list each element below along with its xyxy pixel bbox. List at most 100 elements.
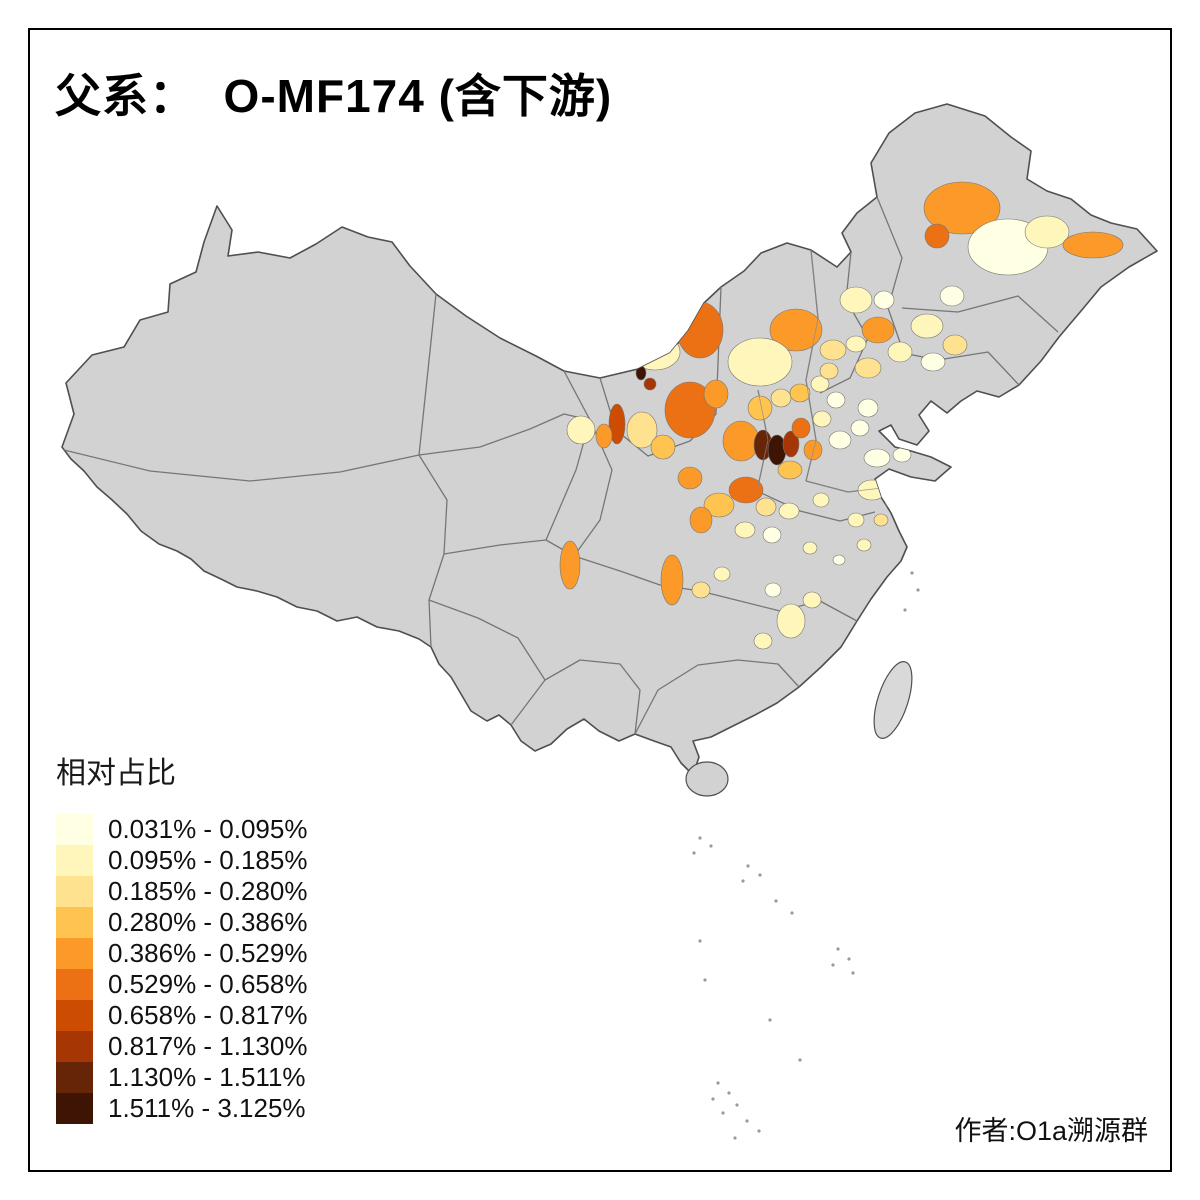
- legend-label: 0.386% - 0.529%: [108, 938, 308, 968]
- map-region: [728, 476, 764, 504]
- legend-label: 1.130% - 1.511%: [108, 1062, 306, 1092]
- legend-label: 1.511% - 3.125%: [108, 1093, 306, 1123]
- map-region: [703, 379, 729, 409]
- map-region: [832, 554, 846, 566]
- legend-swatch: [56, 1000, 93, 1031]
- map-region: [643, 377, 657, 391]
- legend-swatch: [56, 814, 93, 845]
- map-region: [727, 337, 793, 387]
- map-region: [722, 420, 760, 462]
- legend-swatch: [56, 845, 93, 876]
- map-region: [689, 506, 713, 534]
- map-region: [595, 423, 613, 449]
- legend-item: 0.280% - 0.386%: [56, 907, 307, 938]
- map-region: [559, 540, 581, 590]
- map-region: [861, 316, 895, 344]
- map-region: [753, 632, 773, 650]
- map-region: [850, 419, 870, 437]
- legend-item: 0.529% - 0.658%: [56, 969, 307, 1000]
- map-region: [734, 521, 756, 539]
- legend-swatch: [56, 1062, 93, 1093]
- legend-label: 0.529% - 0.658%: [108, 969, 308, 999]
- map-region: [924, 223, 950, 249]
- map-region: [608, 403, 626, 445]
- map-region: [664, 381, 716, 439]
- map-region: [819, 339, 847, 361]
- map-region: [1062, 231, 1124, 259]
- legend: 相对占比 0.031% - 0.095% 0.095% - 0.185% 0.185…: [56, 748, 307, 1124]
- map-region: [847, 512, 865, 528]
- legend-item: 0.185% - 0.280%: [56, 876, 307, 907]
- legend-item: 1.511% - 3.125%: [56, 1093, 307, 1124]
- south-china-sea-islets: [692, 571, 920, 1140]
- author-credit: 作者:O1a溯源群: [954, 1116, 1148, 1146]
- map-region: [857, 398, 879, 418]
- map-region: [770, 388, 792, 408]
- legend-swatch: [56, 907, 93, 938]
- map-region: [626, 411, 658, 449]
- map-region: [789, 383, 811, 403]
- map-region: [873, 290, 895, 310]
- legend-items: 0.031% - 0.095% 0.095% - 0.185% 0.185% - 0…: [56, 814, 307, 1124]
- map-region: [856, 538, 872, 552]
- map-region: [778, 502, 800, 520]
- legend-title: 相对占比: [56, 757, 176, 790]
- map-region: [566, 415, 596, 445]
- legend-item: 0.386% - 0.529%: [56, 938, 307, 969]
- map-region: [819, 362, 839, 380]
- map-region: [828, 430, 852, 450]
- taiwan-island: [873, 661, 913, 739]
- map-region: [920, 352, 946, 372]
- map-region: [762, 526, 782, 544]
- map-region: [803, 439, 823, 461]
- map-region: [747, 395, 773, 421]
- page-title: 父系： O-MF174 (含下游): [55, 70, 613, 122]
- map-region: [942, 334, 968, 356]
- legend-item: 0.658% - 0.817%: [56, 1000, 307, 1031]
- map-region: [769, 308, 823, 352]
- map-region: [691, 581, 711, 599]
- map-region: [854, 357, 882, 379]
- map-region: [845, 335, 867, 353]
- map-region: [791, 417, 811, 439]
- hainan-island: [685, 761, 729, 797]
- map-region: [777, 460, 803, 480]
- map-region: [629, 333, 681, 371]
- legend-label: 0.817% - 1.130%: [108, 1031, 308, 1061]
- map-region: [887, 341, 913, 363]
- map-region: [713, 566, 731, 582]
- map-region: [939, 285, 965, 307]
- legend-item: 0.095% - 0.185%: [56, 845, 307, 876]
- legend-swatch: [56, 1031, 93, 1062]
- map-region: [776, 603, 806, 639]
- legend-label: 0.658% - 0.817%: [108, 1000, 308, 1030]
- legend-swatch: [56, 938, 93, 969]
- map-region: [755, 497, 777, 517]
- map-region: [635, 365, 647, 381]
- map-region: [810, 375, 830, 393]
- map-region: [812, 492, 830, 508]
- legend-item: 1.130% - 1.511%: [56, 1062, 307, 1093]
- legend-label: 0.095% - 0.185%: [108, 845, 308, 875]
- legend-item: 0.817% - 1.130%: [56, 1031, 307, 1062]
- map-region: [703, 492, 735, 518]
- map-region: [802, 541, 818, 555]
- map-region: [677, 466, 703, 490]
- map-region: [650, 434, 676, 460]
- map-region: [1024, 215, 1070, 249]
- map-region: [873, 513, 889, 527]
- legend-swatch: [56, 969, 93, 1000]
- map-region: [802, 591, 822, 609]
- map-region: [863, 448, 891, 468]
- map-region: [812, 410, 832, 428]
- legend-swatch: [56, 1093, 93, 1124]
- islands: [685, 661, 913, 797]
- map-region: [782, 430, 800, 458]
- legend-label: 0.185% - 0.280%: [108, 876, 308, 906]
- legend-label: 0.031% - 0.095%: [108, 814, 308, 844]
- legend-swatch: [56, 876, 93, 907]
- map-region: [764, 582, 782, 598]
- map-region: [839, 286, 873, 314]
